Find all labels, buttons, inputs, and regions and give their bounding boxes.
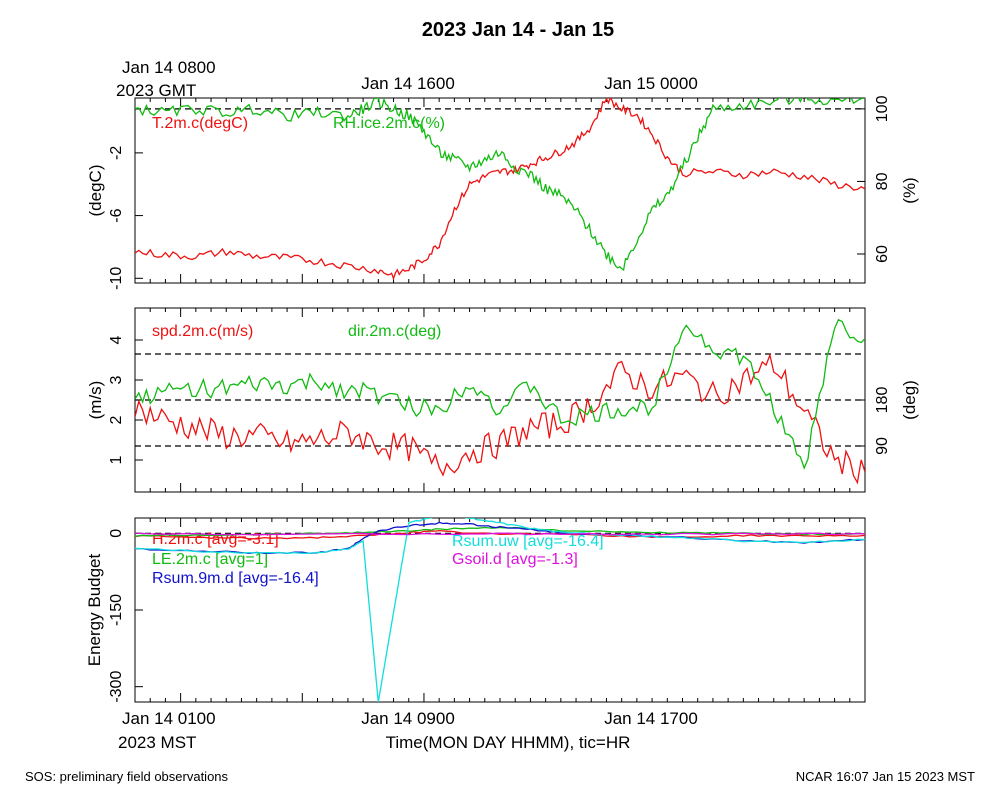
bottom-axis-tick-label: Jan 14 0900	[361, 709, 455, 728]
y-tick-label-left: 3	[108, 375, 125, 384]
legend-entry: Rsum.9m.d [avg=-16.4]	[152, 570, 319, 587]
series-line-dir-2m-c-deg-	[135, 318, 865, 470]
top-axis-tick-label: Jan 15 0000	[604, 74, 698, 93]
y-axis-label-left: (degC)	[86, 165, 105, 217]
series-line-h-2m-c	[135, 529, 865, 540]
y-tick-label-left: -6	[108, 208, 125, 222]
x-axis-label: Time(MON DAY HHMM), tic=HR	[386, 733, 631, 752]
bottom-axis-tick-label: Jan 14 1700	[604, 709, 698, 728]
series-line-spd-2m-c-m-s-	[135, 352, 865, 485]
bottom-axis-first-tick-sub: 2023 MST	[118, 733, 196, 752]
y-axis-label-right: (deg)	[900, 380, 919, 420]
series-line-rsum-uw	[135, 518, 865, 702]
panel-2: 1 2 3 4 90 180 (m/s) (deg) spd.2m.c(m/s) dir.2m.c…	[86, 307, 919, 493]
legend-entry: RH.ice.2m.c(%)	[333, 115, 445, 132]
series-line-t-2m-c-degc-	[135, 98, 865, 281]
legend-entry: LE.2m.c [avg=1]	[152, 551, 268, 568]
y-axis-label-right: (%)	[900, 177, 919, 203]
series-line-gsoil-d	[135, 532, 865, 536]
legend-entry: T.2m.c(degC)	[152, 115, 248, 132]
top-axis-tick-label: Jan 14 1600	[361, 74, 455, 93]
chart-title: 2023 Jan 14 - Jan 15	[422, 19, 614, 41]
legend-entry: dir.2m.c(deg)	[348, 323, 441, 340]
y-tick-label-left: -150	[108, 594, 125, 626]
legend-entry: Gsoil.d [avg=-1.3]	[452, 551, 578, 568]
series-line-rh-ice-2m-c-	[135, 98, 865, 272]
y-tick-label-left: -10	[108, 267, 125, 290]
panel-1: -2 -6 -10 100 80 60 (degC) (%) T.2m.c(degC) RH.ic…	[86, 95, 919, 290]
footer-right: NCAR 16:07 Jan 15 2023 MST	[796, 769, 975, 784]
y-tick-label-right: 100	[874, 95, 891, 122]
top-axis-first-tick-sub: 2023 GMT	[116, 81, 196, 100]
y-tick-label-left: 1	[108, 455, 125, 464]
footer-left: SOS: preliminary field observations	[25, 769, 229, 784]
y-axis-label-left: (m/s)	[86, 381, 105, 420]
y-tick-label-left: -300	[108, 671, 125, 703]
y-tick-label-right: 90	[874, 437, 891, 455]
legend-entry: spd.2m.c(m/s)	[152, 323, 253, 340]
y-tick-label-right: 80	[874, 172, 891, 190]
bottom-axis-first-tick: Jan 14 0100	[122, 709, 216, 728]
y-tick-label-left: 4	[108, 335, 125, 344]
y-tick-label-left: 0	[108, 529, 125, 538]
y-tick-label-right: 180	[874, 387, 891, 414]
top-axis-first-tick: Jan 14 0800	[122, 58, 216, 77]
y-axis-label-left: Energy Budget	[85, 553, 104, 666]
y-tick-label-right: 60	[874, 245, 891, 263]
legend-entry: Rsum.uw [avg=-16.4]	[452, 533, 604, 550]
y-tick-label-left: -2	[108, 146, 125, 160]
y-tick-label-left: 2	[108, 415, 125, 424]
